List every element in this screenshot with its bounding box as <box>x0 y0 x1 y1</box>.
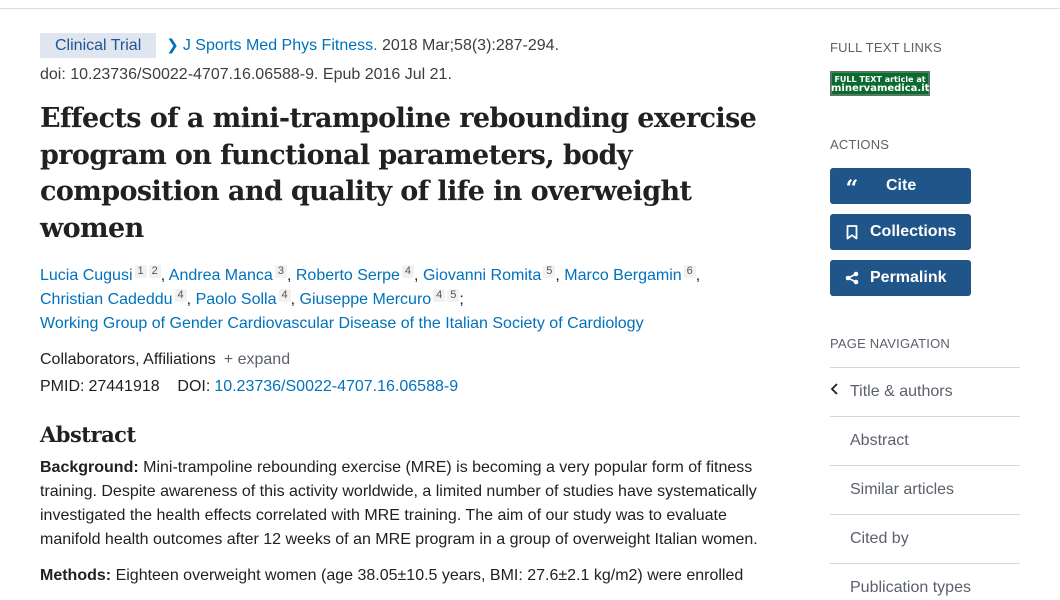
share-icon <box>842 271 862 285</box>
affiliation-ref[interactable]: 1 <box>134 265 147 278</box>
button-label: Collections <box>870 223 957 240</box>
permalink-button[interactable]: Permalink <box>830 260 971 296</box>
separator: , <box>286 267 292 284</box>
doi-link[interactable]: 10.23736/S0022-4707.16.06588-9 <box>214 378 459 395</box>
separator: , <box>290 291 296 308</box>
nav-item-publication-types[interactable]: Publication types <box>830 564 1020 600</box>
nav-item-abstract[interactable]: Abstract <box>830 417 1020 466</box>
affiliation-ref[interactable]: 4 <box>174 289 187 302</box>
pmid-value: 27441918 <box>88 378 160 395</box>
expand-button[interactable]: + expand <box>224 351 290 368</box>
author-link[interactable]: Paolo Solla <box>195 291 277 308</box>
pmid-label: PMID: <box>40 378 85 395</box>
chevron-left-icon <box>830 382 839 401</box>
nav-label: Title & authors <box>850 383 953 400</box>
author-link[interactable]: Lucia Cugusi <box>40 267 133 284</box>
author-link[interactable]: Giovanni Romita <box>422 267 542 284</box>
abstract-methods: Methods: Eighteen overweight women (age … <box>40 564 760 588</box>
collaborators-label: Collaborators, Affiliations <box>40 351 216 368</box>
publication-date: 2018 Mar;58(3):287-294. <box>382 37 560 54</box>
nav-label: Abstract <box>850 432 909 449</box>
author-link[interactable]: Roberto Serpe <box>295 267 400 284</box>
affiliation-ref[interactable]: 2 <box>148 265 161 278</box>
collaborators-row: Collaborators, Affiliations + expand <box>40 348 760 372</box>
citation-line: Clinical Trial ❯ J Sports Med Phys Fitness… <box>40 33 760 59</box>
affiliation-ref[interactable]: 4 <box>278 289 291 302</box>
nav-item-cited-by[interactable]: Cited by <box>830 515 1020 564</box>
full-text-link-minervamedica[interactable]: FULL TEXT article at minervamedica.it <box>830 71 930 96</box>
section-text: Mini-trampoline rebounding exercise (MRE… <box>40 459 758 548</box>
separator: , <box>160 267 166 284</box>
page-navigation: Title & authors Abstract Similar article… <box>830 367 1020 600</box>
author-list: Lucia Cugusi 1 2, Andrea Manca 3, Roberto S… <box>40 264 760 336</box>
article-main: Clinical Trial ❯ J Sports Med Phys Fitness… <box>40 33 760 588</box>
sidebar: FULL TEXT LINKS FULL TEXT article at min… <box>830 40 1020 600</box>
nav-label: Publication types <box>850 579 971 596</box>
collections-button[interactable]: Collections <box>830 214 971 250</box>
nav-item-similar-articles[interactable]: Similar articles <box>830 466 1020 515</box>
author-link[interactable]: Giuseppe Mercuro <box>299 291 432 308</box>
header-divider <box>0 8 1060 9</box>
actions-heading: ACTIONS <box>830 137 890 152</box>
author-link[interactable]: Christian Cadeddu <box>40 291 173 308</box>
doi-line: doi: 10.23736/S0022-4707.16.06588-9. Epu… <box>40 66 452 83</box>
plus-icon: + <box>223 351 238 368</box>
separator: , <box>695 267 701 284</box>
chevron-right-icon: ❯ <box>166 37 179 54</box>
section-text: Eighteen overweight women (age 38.05±10.… <box>115 567 744 584</box>
abstract-heading: Abstract <box>40 422 136 447</box>
affiliation-ref[interactable]: 4 <box>433 289 446 302</box>
quote-icon: “ <box>845 176 859 202</box>
identifiers: PMID: 27441918 DOI: 10.23736/S0022-4707.16… <box>40 372 760 402</box>
article-title: Effects of a mini-trampoline rebounding … <box>40 103 757 244</box>
cite-button[interactable]: “ Cite <box>830 168 971 204</box>
affiliation-ref[interactable]: 5 <box>447 289 460 302</box>
full-text-links-heading: FULL TEXT LINKS <box>830 40 942 55</box>
separator: , <box>555 267 560 284</box>
affiliation-ref[interactable]: 3 <box>274 265 287 278</box>
article-type-badge: Clinical Trial <box>40 33 157 58</box>
author-link[interactable]: Andrea Manca <box>168 267 273 284</box>
affiliation-ref[interactable]: 4 <box>401 265 415 278</box>
affiliation-ref[interactable]: 5 <box>543 265 556 278</box>
badge-line: minervamedica.it <box>831 83 930 94</box>
expand-label: expand <box>237 351 291 368</box>
button-label: Cite <box>886 177 917 194</box>
separator: , <box>414 267 419 284</box>
nav-label: Similar articles <box>850 481 955 498</box>
abstract-background: Background: Mini-trampoline rebounding e… <box>40 456 760 552</box>
actions-group: “ Cite Collections Permalink <box>830 168 1020 296</box>
journal-link[interactable]: J Sports Med Phys Fitness. <box>182 37 378 54</box>
affiliation-ref[interactable]: 6 <box>683 265 696 278</box>
nav-item-title-authors[interactable]: Title & authors <box>830 368 1020 417</box>
author-link[interactable]: Marco Bergamin <box>564 267 682 284</box>
section-label: Background: <box>40 459 139 476</box>
nav-label: Cited by <box>850 530 909 547</box>
doi-label: DOI: <box>177 378 211 395</box>
bookmark-icon <box>842 224 862 240</box>
page-navigation-heading: PAGE NAVIGATION <box>830 336 951 351</box>
group-author-link[interactable]: Working Group of Gender Cardiovascular D… <box>40 315 644 332</box>
section-label: Methods: <box>40 567 112 584</box>
badge-line: FULL TEXT article at <box>834 75 926 84</box>
separator: ; <box>459 291 464 308</box>
separator: , <box>186 291 192 308</box>
button-label: Permalink <box>870 269 947 286</box>
